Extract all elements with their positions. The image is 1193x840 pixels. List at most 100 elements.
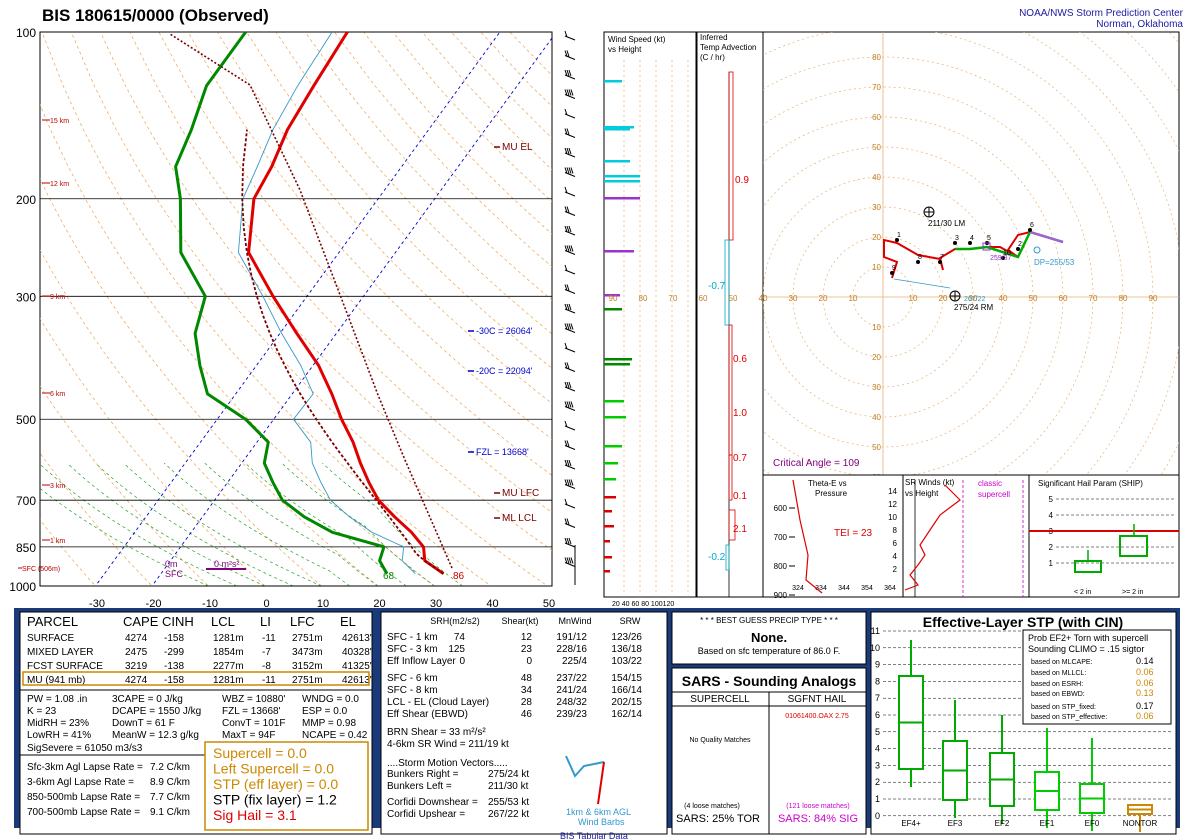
kin-header: SRW: [620, 616, 641, 626]
wind-barb-flag: [566, 69, 570, 77]
srh-zero-label: 0 m²s²: [214, 559, 240, 569]
kin-value: 28: [521, 697, 533, 708]
wind-speed-bar: [604, 496, 616, 499]
sars-loose2: (121 loose matches): [786, 803, 849, 810]
stp-y-tick: 11: [871, 626, 880, 636]
pressure-label: 700: [16, 494, 36, 508]
kin-value: 0: [526, 656, 532, 667]
minus30-label: -30C = 26064': [476, 326, 533, 336]
theta-title2: Pressure: [815, 489, 848, 498]
temperature-profile: [247, 32, 445, 575]
org-line2: Norman, Oklahoma: [1096, 19, 1183, 30]
moist-adiabat: [281, 462, 435, 586]
wind-barb-flag: [568, 381, 572, 389]
wind-barb-flag: [564, 557, 568, 564]
wind-barb-flag: [564, 128, 568, 135]
wind-barb-flag: [564, 401, 568, 408]
wind-speed-bar: [604, 556, 612, 559]
minus20-label: -20C = 22094': [476, 366, 533, 376]
parcel-cell: FCST SURFACE: [27, 661, 103, 672]
stp-title: Effective-Layer STP (with CIN): [923, 614, 1123, 630]
misc-param: ConvT = 101F: [222, 718, 285, 729]
hodo-point-label: 6: [1030, 222, 1034, 229]
lapse-value: 7.2 C/km: [150, 762, 190, 773]
theta-x-tick: 354: [861, 585, 873, 592]
sfc-0m-label: 0m: [165, 559, 178, 569]
wind-speed-bar: [604, 462, 618, 465]
stp-y-tick: 3: [875, 760, 880, 770]
wind-barb-flag: [570, 245, 574, 252]
sfc-label: SFC: [165, 569, 184, 579]
wind-barb-flag: [564, 206, 568, 213]
skewt-frame: [39, 31, 553, 587]
hodo-point: [968, 241, 972, 245]
wind-speed-bar: [604, 80, 622, 83]
wind-speed-bar: [604, 308, 622, 311]
hodo-ring-label: 50: [729, 294, 738, 303]
wind-speed-bar: [604, 160, 630, 163]
ship-cat2: >= 2 in: [1122, 589, 1144, 596]
mu-row-highlight: [22, 671, 370, 686]
wind-speed-title2: vs Height: [608, 45, 642, 54]
advection-title: Temp Advection: [700, 43, 756, 52]
stp-category: EF3: [948, 819, 963, 828]
height-label: 6 km: [50, 391, 65, 398]
kin-value: 103/22: [611, 656, 642, 667]
hodo-ring-label: 70: [872, 83, 881, 92]
advection-title: Inferred: [700, 33, 728, 42]
ship-title: Significant Hail Param (SHIP): [1038, 479, 1143, 488]
motion-label: Corfidi Downshear =: [387, 797, 478, 808]
sfc-dewpoint-label: 68: [383, 571, 395, 582]
hodo-ring-label: 80: [639, 294, 648, 303]
hodo-ring-label: 20: [939, 294, 948, 303]
sars-col2: SGFNT HAIL: [788, 694, 847, 705]
temp-tick-label: 30: [430, 598, 442, 608]
precip-title: * * * BEST GUESS PRECIP TYPE * * *: [700, 616, 838, 625]
theta-title1: Theta-E vs: [808, 479, 847, 488]
stp-y-tick: 10: [870, 643, 880, 653]
misc-param: MeanW = 12.3 g/kg: [112, 730, 199, 741]
wind-speed-title1: Wind Speed (kt): [608, 35, 666, 44]
wind-barb-flag: [564, 440, 568, 447]
prob-row-value: 0.13: [1136, 688, 1154, 698]
wind-barb-flag: [566, 303, 570, 311]
motion-value: 267/22 kt: [488, 809, 529, 820]
wind-barb-flag: [564, 518, 568, 525]
hodo-ring-label: 30: [872, 203, 881, 212]
kin-value: 228/16: [556, 644, 587, 655]
hodo-ring-label: 60: [1059, 294, 1068, 303]
sr-winds-panel: [902, 474, 1030, 598]
wind-barb-flag: [566, 440, 570, 447]
wind-barb-flag: [566, 518, 570, 525]
dry-adiabat: [217, 32, 552, 404]
kin-value: 0: [459, 656, 465, 667]
hodo-point: [953, 241, 957, 245]
hodo-point-label: 7: [940, 254, 944, 261]
stp-y-tick: 9: [875, 660, 880, 670]
kin-value: 225/4: [562, 656, 587, 667]
wind-speed-bar: [604, 416, 626, 419]
sfc-temp-label: 86: [453, 571, 465, 582]
hodograph-panel: [762, 31, 1180, 476]
wind-speed-panel: [603, 31, 697, 598]
advection-bar: [728, 454, 733, 501]
isotherm--20: [151, 37, 552, 586]
hodo-ring-label: 80: [872, 53, 881, 62]
lapse-value: 9.1 C/km: [150, 807, 190, 818]
advection-value: 0.7: [733, 453, 747, 464]
parcel-header: LCL: [211, 614, 235, 629]
stp-y-tick: 1: [875, 794, 880, 804]
wind-barb-flag: [564, 420, 568, 428]
kin-header: SRH(m2/s2): [430, 616, 480, 626]
wind-speed-bar: [604, 570, 610, 573]
wind-speed-bar: [604, 197, 640, 200]
hodo-ring-label: 90: [609, 294, 618, 303]
temp-tick-label: 20: [373, 598, 385, 608]
kin-value: 239/23: [556, 709, 587, 720]
srw-title2: vs Height: [905, 489, 939, 498]
kin-header: Shear(kt): [501, 616, 538, 626]
prob-box: [1022, 629, 1172, 725]
sr-vector: [893, 278, 951, 289]
misc-param: DCAPE = 1550 J/kg: [112, 706, 201, 717]
